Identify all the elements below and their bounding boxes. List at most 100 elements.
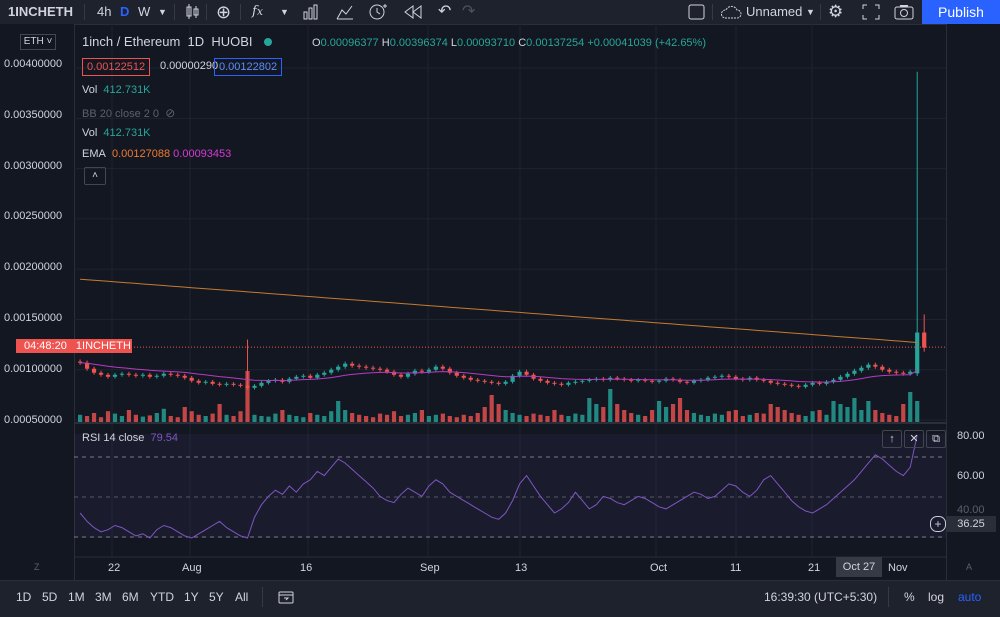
candle-body	[719, 375, 724, 377]
undo-icon[interactable]: ↶	[438, 3, 452, 20]
clock[interactable]: 16:39:30 (UTC+5:30)	[764, 590, 878, 604]
volume-bar	[622, 410, 627, 422]
range-1m-button[interactable]: 1M	[68, 590, 85, 604]
volume-bar	[838, 404, 843, 422]
volume-bar	[308, 413, 313, 422]
volume-bar	[419, 410, 425, 422]
goto-date-icon[interactable]	[278, 590, 294, 607]
compare-plus-icon[interactable]: ⊕	[216, 2, 232, 22]
collapse-legend-button[interactable]: ˄	[84, 167, 106, 185]
vol-label: Vol	[82, 84, 98, 96]
x-axis-label: Oct	[650, 562, 668, 574]
indicators-fx-icon[interactable]: fx	[252, 4, 263, 19]
volume-bar	[210, 413, 215, 422]
sell-price-box[interactable]: 0.00122512	[82, 58, 151, 76]
volume-indicator-2[interactable]: Vol 412.731K	[82, 127, 151, 139]
percent-scale-button[interactable]: %	[904, 590, 915, 604]
layout-name[interactable]: Unnamed	[746, 4, 803, 19]
publish-button[interactable]: Publish	[922, 0, 1000, 24]
volume-bar	[238, 411, 243, 422]
y-axis-label: 0.00100000	[4, 363, 63, 375]
timezone-z-icon[interactable]: Z	[34, 562, 40, 572]
bb-indicator[interactable]: BB 20 close 2 0 ⊘	[82, 106, 175, 120]
templates-icon[interactable]	[336, 0, 354, 24]
symbol-search-button[interactable]: 1INCHETH	[8, 4, 74, 19]
range-1y-button[interactable]: 1Y	[184, 590, 199, 604]
candle-body	[733, 376, 738, 379]
volume-indicator[interactable]: Vol 412.731K	[82, 84, 151, 96]
log-scale-button[interactable]: log	[928, 590, 945, 604]
interval-d-button[interactable]: D	[120, 4, 130, 19]
volume-bar	[657, 401, 662, 422]
ema-indicator[interactable]: EMA 0.00127088 0.00093453	[82, 148, 231, 160]
maximize-pane-icon[interactable]: ⧉	[926, 430, 946, 448]
auto-scale-button[interactable]: auto	[958, 590, 982, 604]
layout-dropdown-icon[interactable]: ▼	[806, 7, 815, 17]
replay-icon[interactable]	[404, 0, 422, 24]
interval-4h-button[interactable]: 4h	[97, 4, 112, 19]
alert-icon[interactable]	[368, 0, 388, 24]
range-6m-button[interactable]: 6M	[122, 590, 139, 604]
candle-body	[901, 372, 906, 374]
chart-legend[interactable]: 1inch / Ethereum 1D HUOBI	[82, 34, 273, 49]
financials-icon[interactable]	[302, 0, 320, 24]
candle-body	[887, 369, 892, 372]
auto-scale-a-icon[interactable]: A	[966, 562, 973, 572]
candle-body	[761, 379, 766, 381]
volume-bar	[357, 414, 362, 422]
candle-body	[329, 369, 334, 373]
add-plus-icon[interactable]: +	[930, 516, 946, 532]
volume-bar	[405, 414, 411, 422]
volume-bar	[782, 410, 787, 422]
candle-body	[189, 377, 194, 381]
volume-bar	[259, 416, 264, 422]
range-all-button[interactable]: All	[235, 590, 249, 604]
volume-bar	[831, 401, 836, 422]
gear-icon[interactable]: ⚙	[828, 2, 844, 21]
range-5y-button[interactable]: 5Y	[209, 590, 224, 604]
close-pane-icon[interactable]: ✕	[904, 430, 924, 448]
candle-body	[712, 376, 718, 378]
volume-bar	[119, 416, 125, 422]
close-label: C	[518, 37, 527, 49]
volume-bar	[761, 413, 766, 422]
range-ytd-button[interactable]: YTD	[150, 590, 174, 604]
redo-icon[interactable]: ↷	[462, 3, 476, 20]
fullscreen-icon[interactable]	[862, 0, 880, 24]
candle-body	[461, 375, 466, 378]
rsi-legend[interactable]: RSI 14 close 79.54	[82, 432, 178, 444]
candle-body	[259, 382, 264, 386]
hidden-eye-icon[interactable]: ⊘	[165, 106, 176, 120]
candle-body	[168, 373, 173, 375]
interval-w-button[interactable]: W	[138, 4, 151, 19]
volume-bar	[377, 413, 383, 422]
camera-icon[interactable]	[894, 0, 914, 24]
low-value: 0.00093710	[457, 37, 516, 49]
price-axis[interactable]: ETH ˅ 0.00400000 0.00350000 0.00300000 0…	[0, 24, 75, 580]
fullscreen-square-icon[interactable]	[688, 0, 706, 24]
rsi-axis[interactable]: 80.00 60.00 40.00	[946, 24, 1000, 580]
move-pane-up-icon[interactable]: ↑	[882, 430, 902, 448]
currency-select[interactable]: ETH ˅	[20, 34, 56, 50]
buy-price-box[interactable]: 0.00122802	[214, 58, 283, 76]
candle-body	[447, 368, 452, 373]
indicators-dropdown-icon[interactable]: ▼	[280, 7, 289, 17]
volume-bar	[538, 414, 543, 422]
candle-style-icon[interactable]	[184, 0, 200, 24]
interval-dropdown-icon[interactable]: ▼	[158, 7, 167, 17]
y-axis-label: 0.00200000	[4, 261, 63, 273]
volume-bar	[719, 414, 724, 422]
price-chart[interactable]	[74, 24, 946, 580]
candle-body	[175, 374, 180, 376]
cloud-save-icon[interactable]	[720, 0, 742, 24]
candle-body	[161, 373, 166, 376]
volume-bar	[203, 416, 208, 422]
range-5d-button[interactable]: 5D	[42, 590, 58, 604]
x-axis-label: 11	[730, 562, 742, 574]
volume-bar	[482, 407, 487, 422]
x-axis-label: 16	[300, 562, 313, 574]
range-3m-button[interactable]: 3M	[95, 590, 112, 604]
range-1d-button[interactable]: 1D	[16, 590, 32, 604]
volume-bar	[908, 392, 913, 422]
volume-bar	[747, 414, 752, 422]
